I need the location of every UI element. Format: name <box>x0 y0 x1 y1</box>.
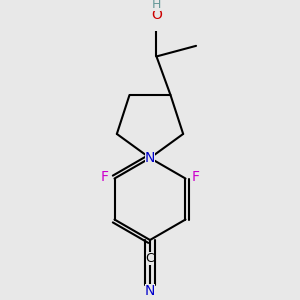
Text: N: N <box>145 151 155 165</box>
Text: O: O <box>151 8 162 22</box>
Text: N: N <box>145 284 155 298</box>
Text: F: F <box>100 170 108 184</box>
Text: C: C <box>146 252 154 265</box>
Text: H: H <box>152 0 161 11</box>
Text: F: F <box>192 170 200 184</box>
